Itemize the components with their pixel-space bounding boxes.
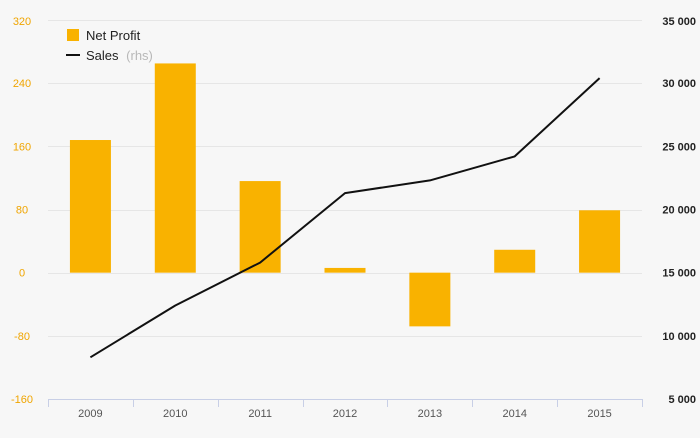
right-axis-tick-label: 20 000 (662, 205, 696, 217)
bar-net-profit-2010 (155, 63, 196, 272)
x-axis-tick-label: 2009 (78, 408, 102, 420)
x-axis-tick-label: 2015 (587, 408, 611, 420)
left-axis: 320 240 160 80 0 -80 -160 (11, 16, 33, 406)
right-axis-tick-label: 10 000 (662, 331, 696, 343)
left-axis-tick-label: 80 (16, 205, 28, 217)
right-axis-tick-label: 35 000 (662, 16, 696, 28)
bar-net-profit-2012 (325, 268, 366, 273)
right-axis-tick-label: 30 000 (662, 78, 696, 90)
left-axis-tick-label: 240 (13, 78, 31, 90)
x-axis-tick-label: 2010 (163, 408, 187, 420)
net-profit-bars (70, 63, 620, 326)
bar-net-profit-2009 (70, 140, 111, 273)
bar-net-profit-2013 (409, 273, 450, 327)
x-axis-tick-label: 2012 (333, 408, 357, 420)
legend: Net Profit Sales (rhs) (66, 28, 153, 63)
left-axis-tick-label: -80 (14, 331, 30, 343)
left-axis-tick-label: 0 (19, 268, 25, 280)
legend-swatch-net-profit (67, 29, 79, 41)
x-axis: 2009 2010 2011 2012 2013 2014 2015 (48, 399, 643, 420)
right-axis: 35 000 30 000 25 000 20 000 15 000 10 000 5 00… (662, 16, 696, 406)
left-axis-tick-label: 160 (13, 141, 31, 153)
legend-label-net-profit: Net Profit (86, 28, 141, 43)
left-axis-tick-label: 320 (13, 16, 31, 28)
right-axis-tick-label: 15 000 (662, 268, 696, 280)
legend-label-sales: Sales (rhs) (86, 48, 153, 63)
left-axis-tick-label: -160 (11, 394, 33, 406)
x-axis-tick-label: 2011 (248, 408, 272, 420)
x-axis-tick-label: 2014 (502, 408, 526, 420)
legend-label-sales-name: Sales (86, 48, 119, 63)
bar-net-profit-2014 (494, 250, 535, 273)
bar-net-profit-2011 (240, 181, 281, 273)
right-axis-tick-label: 25 000 (662, 141, 696, 153)
bar-net-profit-2015 (579, 210, 620, 272)
right-axis-tick-label: 5 000 (668, 394, 696, 406)
x-axis-tick-label: 2013 (418, 408, 442, 420)
legend-label-sales-suffix: (rhs) (126, 48, 153, 63)
grid-lines (48, 21, 642, 337)
